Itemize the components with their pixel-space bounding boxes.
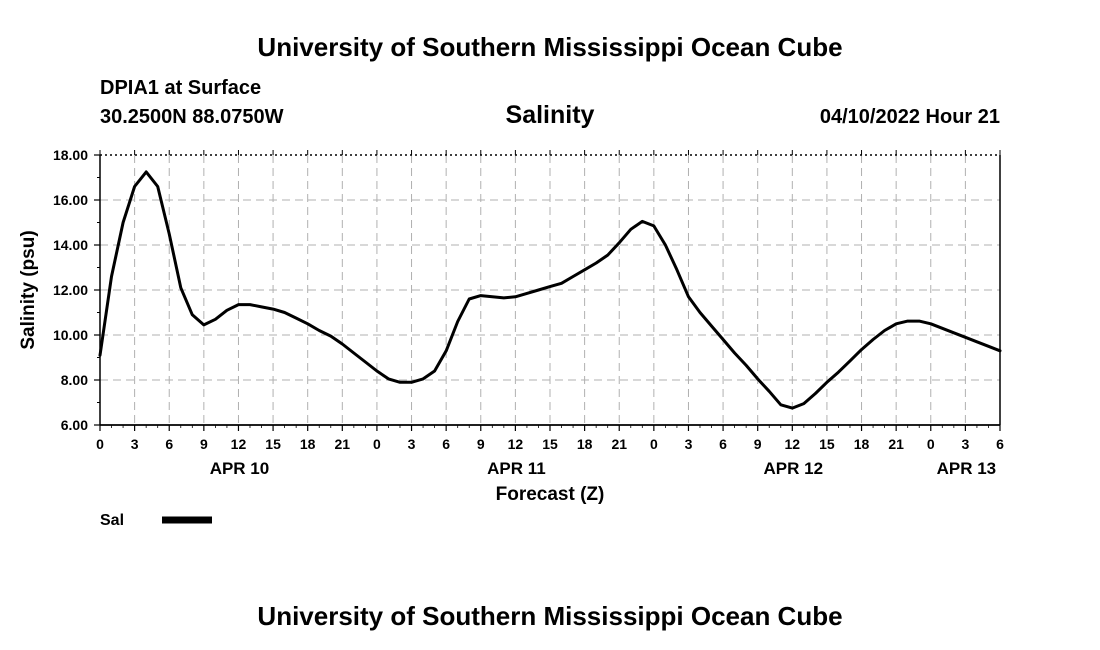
y-tick-label: 18.00	[53, 147, 88, 163]
x-tick-label: 12	[785, 436, 801, 452]
x-tick-label: 0	[96, 436, 104, 452]
y-axis-title: Salinity (psu)	[18, 230, 39, 349]
series-line-sal	[98, 170, 1002, 410]
y-tick-label: 8.00	[61, 372, 88, 388]
x-tick-label: 3	[961, 436, 969, 452]
x-tick-label: 21	[611, 436, 627, 452]
x-tick-label: 21	[335, 436, 351, 452]
coordinates-label: 30.2500N 88.0750W	[100, 106, 284, 128]
x-tick-label: 18	[577, 436, 593, 452]
y-tick-label: 10.00	[53, 327, 88, 343]
plot-title: Salinity	[505, 101, 595, 129]
x-tick-label: 6	[719, 436, 727, 452]
x-tick-label: 21	[888, 436, 904, 452]
y-tick-label: 12.00	[53, 282, 88, 298]
date-label: APR 10	[210, 459, 270, 478]
station-label: DPIA1 at Surface	[100, 77, 262, 99]
x-tick-label: 3	[685, 436, 693, 452]
legend-label: Sal	[100, 512, 124, 529]
x-tick-label: 9	[477, 436, 485, 452]
x-tick-label: 18	[854, 436, 870, 452]
grid-lines	[100, 155, 1000, 425]
x-tick-label: 9	[200, 436, 208, 452]
x-tick-label: 0	[373, 436, 381, 452]
x-tick-label: 15	[265, 436, 281, 452]
y-tick-label: 14.00	[53, 237, 88, 253]
x-tick-label: 15	[542, 436, 558, 452]
x-tick-label: 18	[300, 436, 316, 452]
axes	[94, 150, 1001, 431]
axis-labels: 6.00 8.00 10.00 12.00 14.00 16.00 18.00 0 3 6 9 12 1…	[18, 147, 1004, 505]
x-tick-label: 15	[819, 436, 835, 452]
x-tick-label: 3	[408, 436, 416, 452]
x-tick-label: 0	[927, 436, 935, 452]
date-label: APR 11	[487, 459, 546, 478]
x-tick-label: 0	[650, 436, 658, 452]
run-time-label: 04/10/2022 Hour 21	[819, 106, 1000, 128]
date-label: APR 12	[764, 459, 824, 478]
x-tick-label: 6	[165, 436, 173, 452]
x-axis-title: Forecast (Z)	[496, 484, 605, 505]
y-tick-label: 16.00	[53, 192, 88, 208]
x-tick-label: 3	[131, 436, 139, 452]
x-tick-label: 6	[996, 436, 1004, 452]
x-tick-label: 6	[442, 436, 450, 452]
legend: Sal	[100, 512, 212, 529]
x-tick-label: 9	[754, 436, 762, 452]
x-tick-label: 12	[231, 436, 247, 452]
x-tick-label: 12	[508, 436, 524, 452]
y-tick-label: 6.00	[61, 417, 88, 433]
footer-title: University of Southern Mississippi Ocean…	[257, 601, 843, 631]
date-label: APR 13	[937, 459, 997, 478]
series-layer	[98, 170, 1002, 410]
header-title: University of Southern Mississippi Ocean…	[257, 32, 843, 62]
